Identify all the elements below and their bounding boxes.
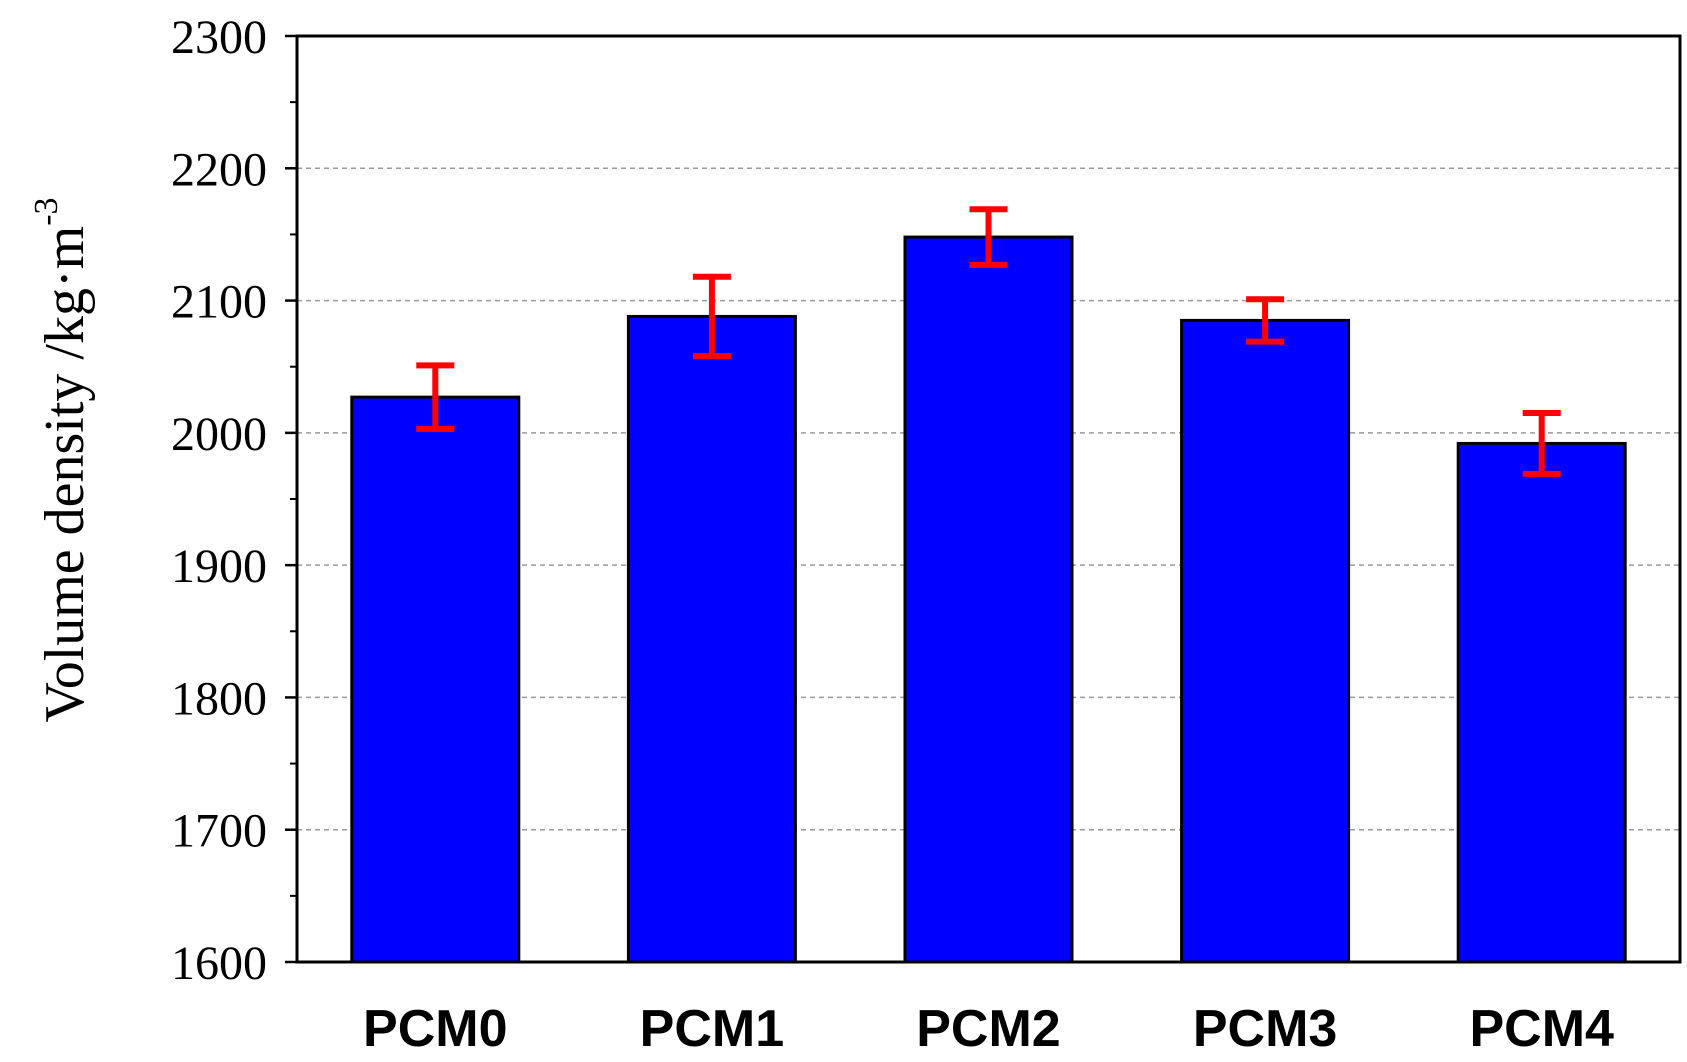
plot-frame (295, 34, 1682, 964)
x-tick-label: PCM2 (916, 1000, 1060, 1058)
error-bar (692, 273, 731, 360)
error-bars (416, 206, 1561, 477)
y-tick-label: 2100 (171, 276, 267, 329)
y-tick-label: 2300 (171, 11, 267, 64)
x-tick-label: PCM4 (1469, 1000, 1614, 1058)
x-category-labels: PCM0 PCM1 PCM2 PCM3 PCM4 (363, 1000, 1614, 1058)
error-bar (416, 362, 455, 432)
y-tick-labels: 1600 1700 1800 1900 2000 2100 2200 2300 (171, 11, 267, 990)
y-axis-title-superscript: -3 (28, 197, 65, 225)
y-tick-label: 2200 (171, 143, 267, 196)
bars (350, 235, 1627, 964)
bar (626, 314, 797, 964)
error-bar (1522, 410, 1561, 477)
x-tick-label: PCM1 (640, 1000, 784, 1058)
axes (285, 34, 1682, 964)
x-tick-label: PCM3 (1193, 1000, 1337, 1058)
y-tick-label: 1700 (171, 805, 267, 858)
y-tick-label: 1800 (171, 672, 267, 725)
grid-lines (297, 167, 1680, 831)
y-tick-label: 1900 (171, 540, 267, 593)
error-bar (1246, 296, 1285, 345)
bar (1180, 318, 1351, 964)
y-tick-label: 1600 (171, 937, 267, 990)
bar (350, 395, 521, 964)
bar (903, 235, 1074, 964)
y-tick-label: 2000 (171, 408, 267, 461)
y-axis-title: Volume density /kg·m-3 (28, 197, 96, 722)
bar (1456, 441, 1627, 964)
x-tick-label: PCM0 (363, 1000, 507, 1058)
y-axis-title-main: Volume density /kg·m (34, 226, 96, 723)
error-bar (969, 206, 1008, 268)
